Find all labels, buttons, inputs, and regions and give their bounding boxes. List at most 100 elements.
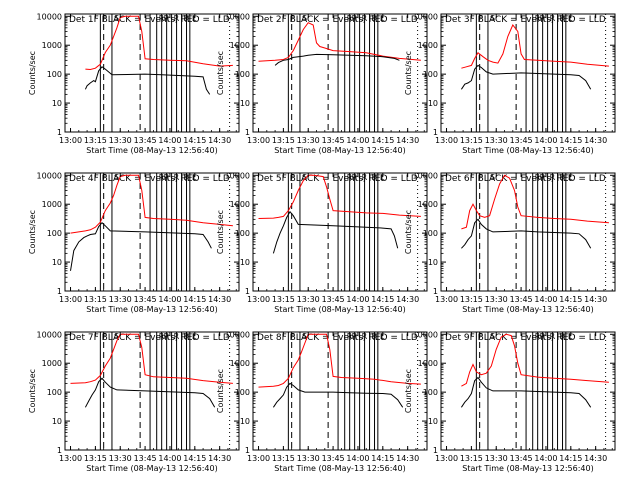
- x-tick-label: 14:30: [396, 454, 419, 463]
- flag-label: F: [102, 14, 107, 23]
- events-series-line: [460, 64, 592, 90]
- x-tick-label: 14:00: [158, 136, 181, 145]
- flag-label: R: [184, 14, 190, 23]
- x-tick-label: 14:30: [396, 136, 419, 145]
- flag-label: R: [560, 173, 566, 182]
- flag-label: S: [302, 173, 307, 182]
- x-tick-label: 13:00: [247, 136, 270, 145]
- flag-label: S: [114, 332, 119, 341]
- plot-frame: [440, 331, 616, 451]
- x-tick-label: 14:30: [584, 136, 607, 145]
- x-tick-label: 13:15: [460, 454, 483, 463]
- y-axis-label: Counts/sec: [216, 51, 225, 95]
- x-tick-label: 13:15: [460, 136, 483, 145]
- x-tick-label: 13:45: [322, 454, 345, 463]
- y-axis-label: Counts/sec: [28, 210, 37, 254]
- x-tick-label: 14:00: [158, 295, 181, 304]
- x-tick-label: 13:00: [59, 454, 82, 463]
- flag-label: R: [362, 173, 368, 182]
- y-tick-label: 100: [423, 229, 438, 238]
- y-tick-label: 10000: [413, 12, 438, 21]
- y-tick-label: 1000: [42, 41, 62, 50]
- y-tick-label: 1000: [418, 200, 438, 209]
- flag-label: S: [302, 14, 307, 23]
- lld-series-line: [70, 174, 233, 234]
- y-axis-label: Counts/sec: [28, 51, 37, 95]
- flag-label: R: [174, 14, 180, 23]
- panel-title: Det 3F BLACK = Events, RED = LLD: [445, 15, 606, 25]
- y-tick-label: 1000: [418, 359, 438, 368]
- flag-label: S: [490, 332, 495, 341]
- y-tick-label: 10: [428, 99, 438, 108]
- y-axis-label: Counts/sec: [216, 369, 225, 413]
- y-tick-label: 100: [423, 70, 438, 79]
- y-tick-label: 1: [433, 446, 438, 455]
- flag-label: R: [352, 332, 358, 341]
- panel-title: Det 4F BLACK = Events, RED = LLD: [69, 174, 230, 184]
- flag-label: R: [550, 332, 556, 341]
- y-tick-label: 10000: [37, 12, 62, 21]
- y-tick-label: 100: [235, 388, 250, 397]
- flag-label: R: [550, 173, 556, 182]
- x-tick-label: 14:30: [396, 295, 419, 304]
- x-tick-label: 14:00: [346, 295, 369, 304]
- y-tick-label: 1: [245, 446, 250, 455]
- flag-label: F: [478, 332, 483, 341]
- x-tick-label: 13:15: [84, 136, 107, 145]
- flag-label: R: [347, 332, 353, 341]
- y-tick-label: 100: [235, 70, 250, 79]
- y-tick-label: 1000: [42, 359, 62, 368]
- panel-title: Det 7F BLACK = Events, RED = LLD: [69, 333, 230, 343]
- x-tick-label: 13:45: [134, 136, 157, 145]
- y-axis-label: Counts/sec: [28, 369, 37, 413]
- events-series-line: [84, 377, 216, 408]
- flag-label: R: [362, 14, 368, 23]
- flag-label: R: [352, 14, 358, 23]
- plot-frame: [440, 13, 616, 133]
- x-axis-label: Start Time (08-May-13 12:56:40): [86, 305, 217, 314]
- lld-series-line: [70, 333, 233, 384]
- x-tick-label: 14:15: [559, 454, 582, 463]
- plot-frame: [252, 13, 428, 133]
- x-tick-label: 13:00: [59, 295, 82, 304]
- y-tick-label: 1: [245, 287, 250, 296]
- plot-frame: [64, 13, 240, 133]
- x-tick-label: 13:30: [109, 136, 132, 145]
- flag-label: L: [380, 173, 385, 182]
- y-tick-label: 10000: [413, 171, 438, 180]
- y-tick-label: 1: [433, 128, 438, 137]
- y-tick-label: 1: [245, 128, 250, 137]
- flag-label: S: [114, 14, 119, 23]
- x-tick-label: 14:00: [346, 454, 369, 463]
- plot-frame: [64, 331, 240, 451]
- events-series-line: [460, 376, 592, 408]
- flag-label: R: [184, 173, 190, 182]
- x-axis-label: Start Time (08-May-13 12:56:40): [86, 464, 217, 473]
- x-axis-label: Start Time (08-May-13 12:56:40): [274, 146, 405, 155]
- y-tick-label: 1000: [230, 41, 250, 50]
- flag-label: R: [540, 14, 546, 23]
- y-tick-label: 10: [240, 99, 250, 108]
- y-tick-label: 10: [240, 258, 250, 267]
- x-tick-label: 13:30: [297, 295, 320, 304]
- flag-label: L: [568, 14, 573, 23]
- flag-label: R: [560, 332, 566, 341]
- x-tick-label: 14:30: [208, 136, 231, 145]
- y-tick-label: 100: [235, 229, 250, 238]
- y-tick-label: 1000: [230, 200, 250, 209]
- flag-label: R: [540, 332, 546, 341]
- x-tick-label: 13:00: [435, 295, 458, 304]
- x-tick-label: 13:45: [510, 295, 533, 304]
- flag-label: S: [490, 173, 495, 182]
- plot-frame: [440, 172, 616, 292]
- y-tick-label: 100: [47, 70, 62, 79]
- x-tick-label: 13:00: [247, 295, 270, 304]
- events-series-line: [274, 53, 400, 66]
- x-tick-label: 13:15: [84, 454, 107, 463]
- x-axis-label: Start Time (08-May-13 12:56:40): [462, 464, 593, 473]
- y-tick-label: 10000: [225, 330, 250, 339]
